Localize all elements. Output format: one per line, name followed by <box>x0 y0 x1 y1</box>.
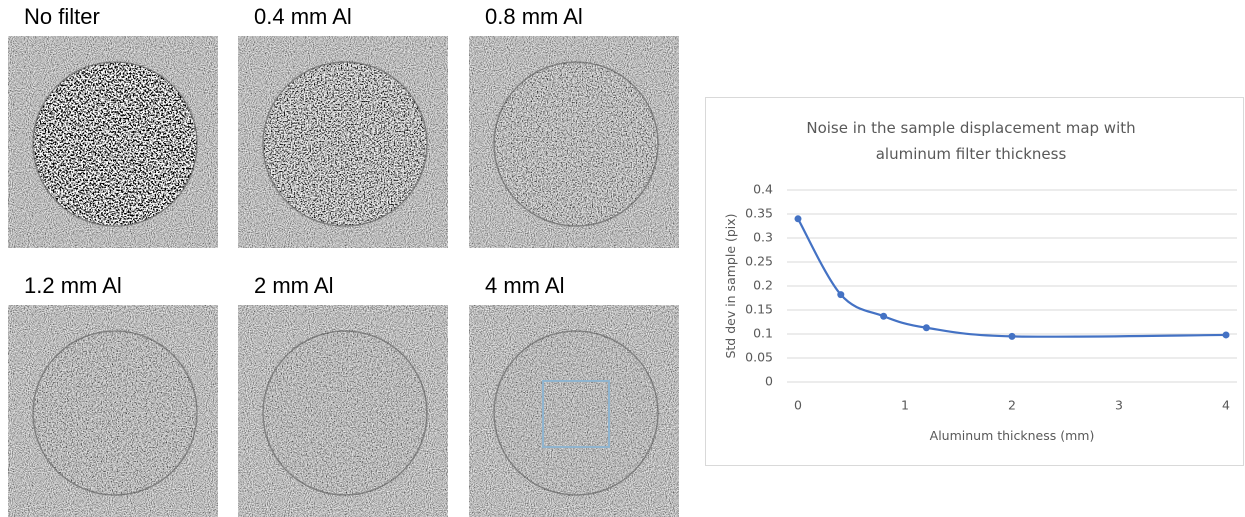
sample-disk <box>263 62 427 226</box>
y-tick-label: 0.1 <box>753 326 773 341</box>
sample-disk <box>33 331 197 495</box>
panel-label: 2 mm Al <box>254 273 333 298</box>
panel-label: No filter <box>24 4 100 29</box>
sample-disk <box>33 62 197 226</box>
series-line <box>797 218 1227 338</box>
data-point <box>794 215 802 223</box>
disk-edge <box>32 61 198 227</box>
panel-image <box>238 36 448 248</box>
x-tick-label: 3 <box>1115 398 1123 413</box>
x-tick-label: 1 <box>901 398 909 413</box>
panel-label: 0.8 mm Al <box>485 4 583 29</box>
panel-image <box>469 305 679 517</box>
panel-image <box>469 36 679 248</box>
y-axis-label: Std dev in sample (pix) <box>723 213 738 358</box>
y-tick-label: 0.15 <box>745 302 773 317</box>
disk-edge <box>493 330 659 496</box>
x-tick-label: 2 <box>1008 398 1016 413</box>
y-tick-label: 0.35 <box>745 206 773 221</box>
y-tick-label: 0.4 <box>753 182 773 197</box>
sample-disk <box>494 62 658 226</box>
x-tick-label: 0 <box>794 398 802 413</box>
disk-edge <box>262 61 428 227</box>
data-point <box>922 324 930 332</box>
chart: Noise in the sample displacement map wit… <box>723 119 1237 443</box>
x-tick-label: 4 <box>1222 398 1230 413</box>
y-tick-label: 0 <box>765 374 773 389</box>
panel-label: 1.2 mm Al <box>24 273 122 298</box>
y-tick-label: 0.3 <box>753 230 773 245</box>
disk-edge <box>493 61 659 227</box>
y-tick-label: 0.25 <box>745 254 773 269</box>
disk-edge <box>262 330 428 496</box>
chart-title: Noise in the sample displacement map wit… <box>806 119 1135 163</box>
y-tick-label: 0.2 <box>753 278 773 293</box>
x-axis-label: Aluminum thickness (mm) <box>930 428 1095 443</box>
data-point <box>1008 332 1016 340</box>
panel-label: 4 mm Al <box>485 273 564 298</box>
data-point <box>1222 331 1230 339</box>
disk-edge <box>32 330 198 496</box>
data-point <box>880 312 888 320</box>
chart-frame <box>705 97 1244 466</box>
y-tick-label: 0.05 <box>745 350 773 365</box>
panel-image <box>8 305 218 517</box>
panels: No filter 0.4 mm Al 0.8 mm Al 1.2 mm Al 2 mm… <box>8 4 679 517</box>
panel-image <box>238 305 448 517</box>
sample-disk <box>263 331 427 495</box>
panel-image <box>8 36 218 248</box>
panel-label: 0.4 mm Al <box>254 4 352 29</box>
sample-disk <box>494 331 658 495</box>
data-point <box>837 291 845 299</box>
roi-box <box>542 380 610 448</box>
